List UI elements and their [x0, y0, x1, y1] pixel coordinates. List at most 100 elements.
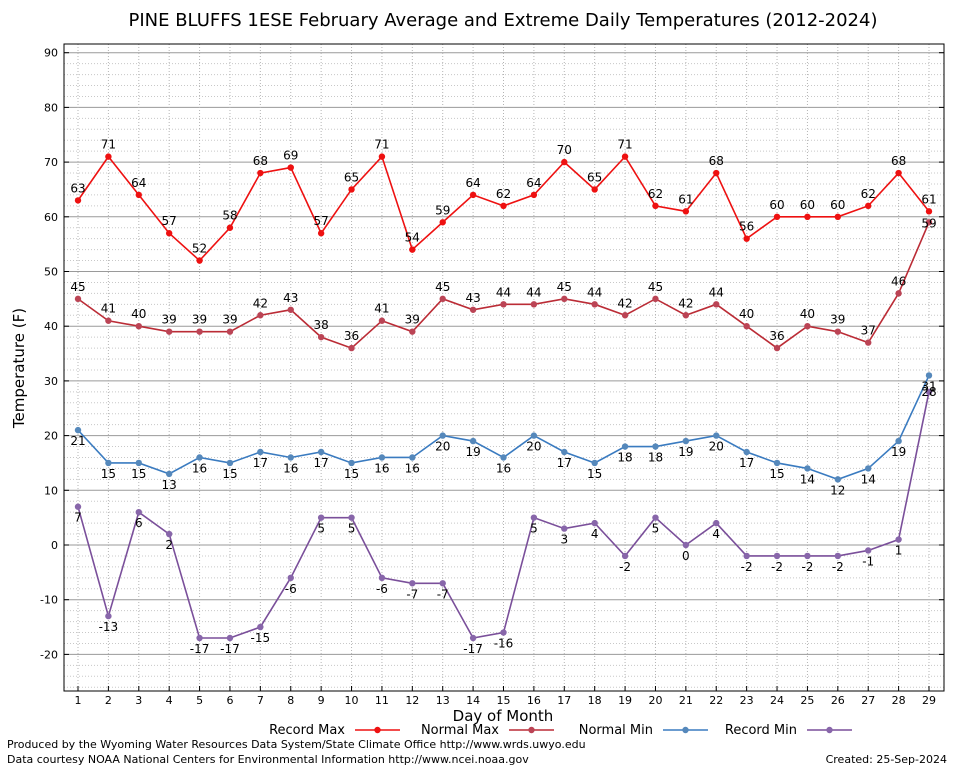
- data-label: 62: [648, 187, 663, 201]
- x-tick-label: 10: [345, 694, 359, 707]
- data-label: 43: [465, 291, 480, 305]
- data-label: 5: [652, 522, 660, 536]
- data-point: [834, 213, 842, 220]
- data-label: 20: [709, 440, 724, 454]
- data-label: 62: [861, 187, 876, 201]
- data-label: 16: [192, 461, 207, 475]
- x-tick-label: 9: [318, 694, 325, 707]
- data-point: [257, 448, 264, 456]
- data-point: [348, 344, 355, 352]
- data-point: [682, 208, 690, 215]
- data-point: [165, 530, 173, 538]
- x-tick-label: 12: [405, 694, 419, 707]
- data-label: 16: [283, 461, 298, 475]
- data-label: 5: [530, 522, 538, 536]
- data-label: 5: [348, 522, 356, 536]
- x-tick-label: 29: [922, 694, 936, 707]
- data-label: -7: [406, 587, 418, 601]
- data-point: [105, 612, 112, 620]
- data-label: -16: [494, 637, 514, 651]
- data-label: 37: [861, 324, 876, 338]
- data-label: 60: [830, 198, 845, 212]
- footer-created: Created: 25-Sep-2024: [826, 753, 947, 766]
- data-point: [743, 552, 750, 560]
- data-point: [591, 459, 598, 467]
- x-tick-label: 7: [257, 694, 264, 707]
- x-tick-label: 28: [892, 694, 906, 707]
- data-label: 39: [162, 313, 177, 327]
- data-point: [196, 328, 203, 335]
- data-label: 4: [591, 527, 599, 541]
- data-point: [287, 306, 294, 313]
- data-point: [165, 470, 173, 478]
- y-tick-label: 70: [44, 156, 58, 169]
- data-label: 44: [587, 285, 602, 299]
- data-point: [773, 344, 781, 352]
- data-point: [682, 312, 690, 319]
- data-label: 45: [648, 280, 663, 294]
- data-point: [713, 519, 720, 527]
- data-label: 45: [435, 280, 450, 294]
- data-point: [713, 432, 720, 439]
- y-tick-label: 10: [44, 484, 58, 497]
- x-axis-title: Day of Month: [453, 707, 554, 725]
- data-label: 5: [317, 522, 325, 536]
- data-point: [348, 459, 355, 467]
- data-point: [713, 169, 720, 177]
- data-label: 71: [617, 138, 632, 152]
- data-label: 15: [222, 467, 237, 481]
- data-label: 15: [769, 467, 784, 481]
- data-point: [165, 328, 173, 335]
- y-tick-label: 40: [44, 320, 58, 333]
- data-label: 18: [617, 451, 632, 465]
- data-label: 18: [648, 451, 663, 465]
- x-tick-label: 5: [196, 694, 203, 707]
- data-point: [409, 580, 416, 587]
- data-point: [621, 312, 629, 319]
- data-label: 44: [526, 285, 541, 299]
- data-label: 20: [526, 440, 541, 454]
- data-label: 42: [253, 296, 268, 310]
- x-tick-label: 13: [436, 694, 450, 707]
- data-label: -1: [862, 554, 874, 568]
- data-point: [74, 295, 82, 303]
- y-tick-label: 0: [51, 539, 58, 552]
- data-point: [621, 153, 629, 160]
- data-point: [743, 448, 750, 456]
- data-label: 68: [709, 154, 724, 168]
- y-tick-label: 90: [44, 47, 58, 60]
- footer-producer: Produced by the Wyoming Water Resources …: [7, 738, 586, 751]
- data-point: [652, 202, 659, 210]
- data-label: 17: [739, 456, 754, 470]
- data-label: 65: [587, 170, 602, 184]
- legend-label: Record Max: [269, 723, 345, 738]
- y-axis-title: Temperature (F): [10, 308, 28, 429]
- data-label: 16: [374, 461, 389, 475]
- data-point: [409, 246, 416, 253]
- data-label: 65: [344, 170, 359, 184]
- x-tick-label: 27: [861, 694, 875, 707]
- data-point: [561, 158, 568, 166]
- data-point: [196, 454, 203, 461]
- data-point: [530, 432, 538, 439]
- data-label: 60: [800, 198, 815, 212]
- data-label: -2: [832, 560, 844, 574]
- data-point: [804, 213, 811, 220]
- data-point: [378, 317, 386, 324]
- data-label: 31: [921, 379, 936, 393]
- data-point: [561, 448, 568, 456]
- data-label: 36: [769, 329, 784, 343]
- data-label: 71: [374, 138, 389, 152]
- data-label: 42: [678, 296, 693, 310]
- data-point: [74, 426, 82, 434]
- data-point: [591, 519, 598, 527]
- data-label: 36: [344, 329, 359, 343]
- data-label: 71: [101, 138, 116, 152]
- data-point: [105, 153, 112, 160]
- data-label: -2: [741, 560, 753, 574]
- data-point: [865, 202, 872, 210]
- data-label: 17: [253, 456, 268, 470]
- data-label: -6: [285, 582, 297, 596]
- data-point: [925, 372, 933, 379]
